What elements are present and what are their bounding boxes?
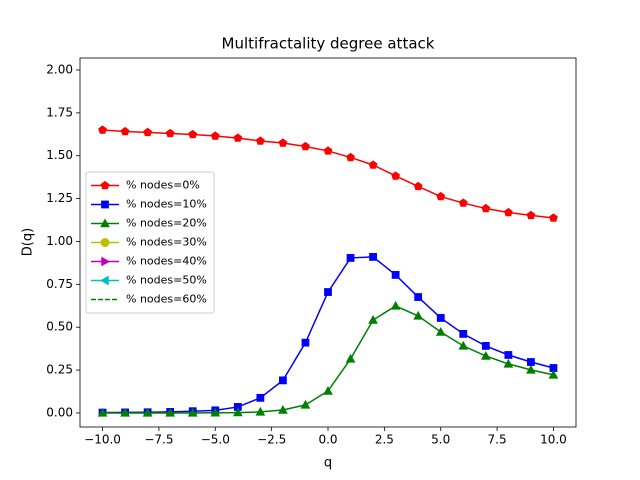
marker	[548, 369, 559, 379]
marker	[142, 407, 153, 417]
marker	[481, 341, 490, 350]
marker	[458, 198, 468, 207]
y-tick-label: 2.00	[46, 63, 73, 77]
marker	[346, 254, 355, 262]
marker	[391, 171, 401, 180]
x-tick-label: −5.0	[201, 433, 230, 447]
y-tick-label: 0.00	[46, 405, 73, 419]
plot-frame	[79, 57, 577, 428]
marker	[459, 329, 468, 338]
marker	[210, 131, 220, 140]
x-tick-label: 7.5	[488, 433, 507, 447]
marker	[435, 326, 446, 336]
x-tick-label: −10.0	[84, 433, 121, 447]
marker	[165, 407, 176, 417]
marker	[368, 160, 378, 169]
marker	[256, 393, 265, 402]
marker	[278, 138, 288, 147]
y-tick-label: 0.75	[46, 277, 73, 291]
legend-label: % nodes=30%	[126, 236, 207, 249]
marker	[143, 127, 153, 137]
marker	[413, 181, 423, 191]
x-axis-label: q	[324, 456, 332, 471]
marker	[120, 407, 130, 417]
x-tick-label: 5.0	[431, 433, 450, 447]
y-tick-label: 1.75	[46, 105, 73, 119]
marker	[458, 340, 469, 350]
marker	[369, 253, 377, 261]
marker	[300, 399, 311, 409]
legend-label: % nodes=40%	[126, 255, 207, 268]
y-axis-label: D(q)	[21, 228, 36, 256]
x-tick-label: −7.5	[144, 433, 173, 447]
marker	[414, 293, 423, 301]
marker	[436, 314, 445, 322]
marker	[301, 338, 310, 347]
marker	[526, 210, 536, 220]
marker	[233, 133, 243, 142]
marker	[210, 407, 221, 417]
legend: % nodes=0% % nodes=10% % nodes=20% % nodes=…	[85, 171, 215, 314]
marker	[323, 146, 333, 155]
y-tick-label: 0.25	[46, 363, 73, 377]
marker	[98, 125, 107, 134]
marker	[526, 364, 536, 374]
marker	[390, 300, 401, 310]
marker	[187, 407, 198, 417]
marker	[255, 136, 265, 145]
chart-title: Multifractality degree attack	[222, 35, 435, 53]
marker	[391, 271, 400, 279]
marker	[100, 218, 110, 228]
marker	[323, 385, 333, 395]
marker	[504, 351, 513, 359]
marker	[255, 406, 266, 416]
marker	[165, 128, 175, 138]
x-tick-label: 0.0	[318, 433, 337, 447]
legend-box	[85, 171, 215, 314]
marker	[100, 238, 110, 247]
legend-label: % nodes=0%	[126, 179, 200, 192]
x-tick-label: 10.0	[540, 433, 567, 447]
marker	[368, 314, 378, 324]
marker	[232, 407, 243, 417]
legend-label: % nodes=10%	[126, 198, 207, 211]
marker	[301, 141, 310, 151]
marker	[99, 275, 109, 286]
marker	[101, 200, 109, 209]
marker	[503, 358, 514, 368]
marker	[527, 358, 535, 366]
marker	[279, 376, 287, 385]
y-tick-label: 0.50	[46, 320, 73, 334]
marker	[101, 256, 111, 267]
marker	[549, 213, 558, 222]
marker	[100, 180, 110, 190]
x-tick-label: 2.5	[375, 433, 394, 447]
legend-label: % nodes=60%	[126, 293, 207, 306]
marker	[97, 407, 108, 417]
marker	[436, 191, 446, 201]
marker	[480, 350, 491, 360]
marker	[413, 310, 424, 320]
legend-label: % nodes=20%	[126, 217, 207, 230]
marker	[120, 126, 130, 136]
y-tick-label: 1.25	[46, 191, 73, 205]
x-tick-label: −2.5	[257, 433, 286, 447]
marker	[278, 404, 288, 414]
marker	[346, 152, 355, 162]
marker	[324, 288, 332, 296]
marker	[345, 353, 356, 363]
marker	[481, 203, 491, 213]
legend-label: % nodes=50%	[126, 274, 207, 287]
y-tick-label: 1.50	[46, 148, 73, 162]
marker	[188, 129, 198, 139]
y-tick-label: 1.00	[46, 234, 73, 248]
marker	[503, 207, 513, 217]
